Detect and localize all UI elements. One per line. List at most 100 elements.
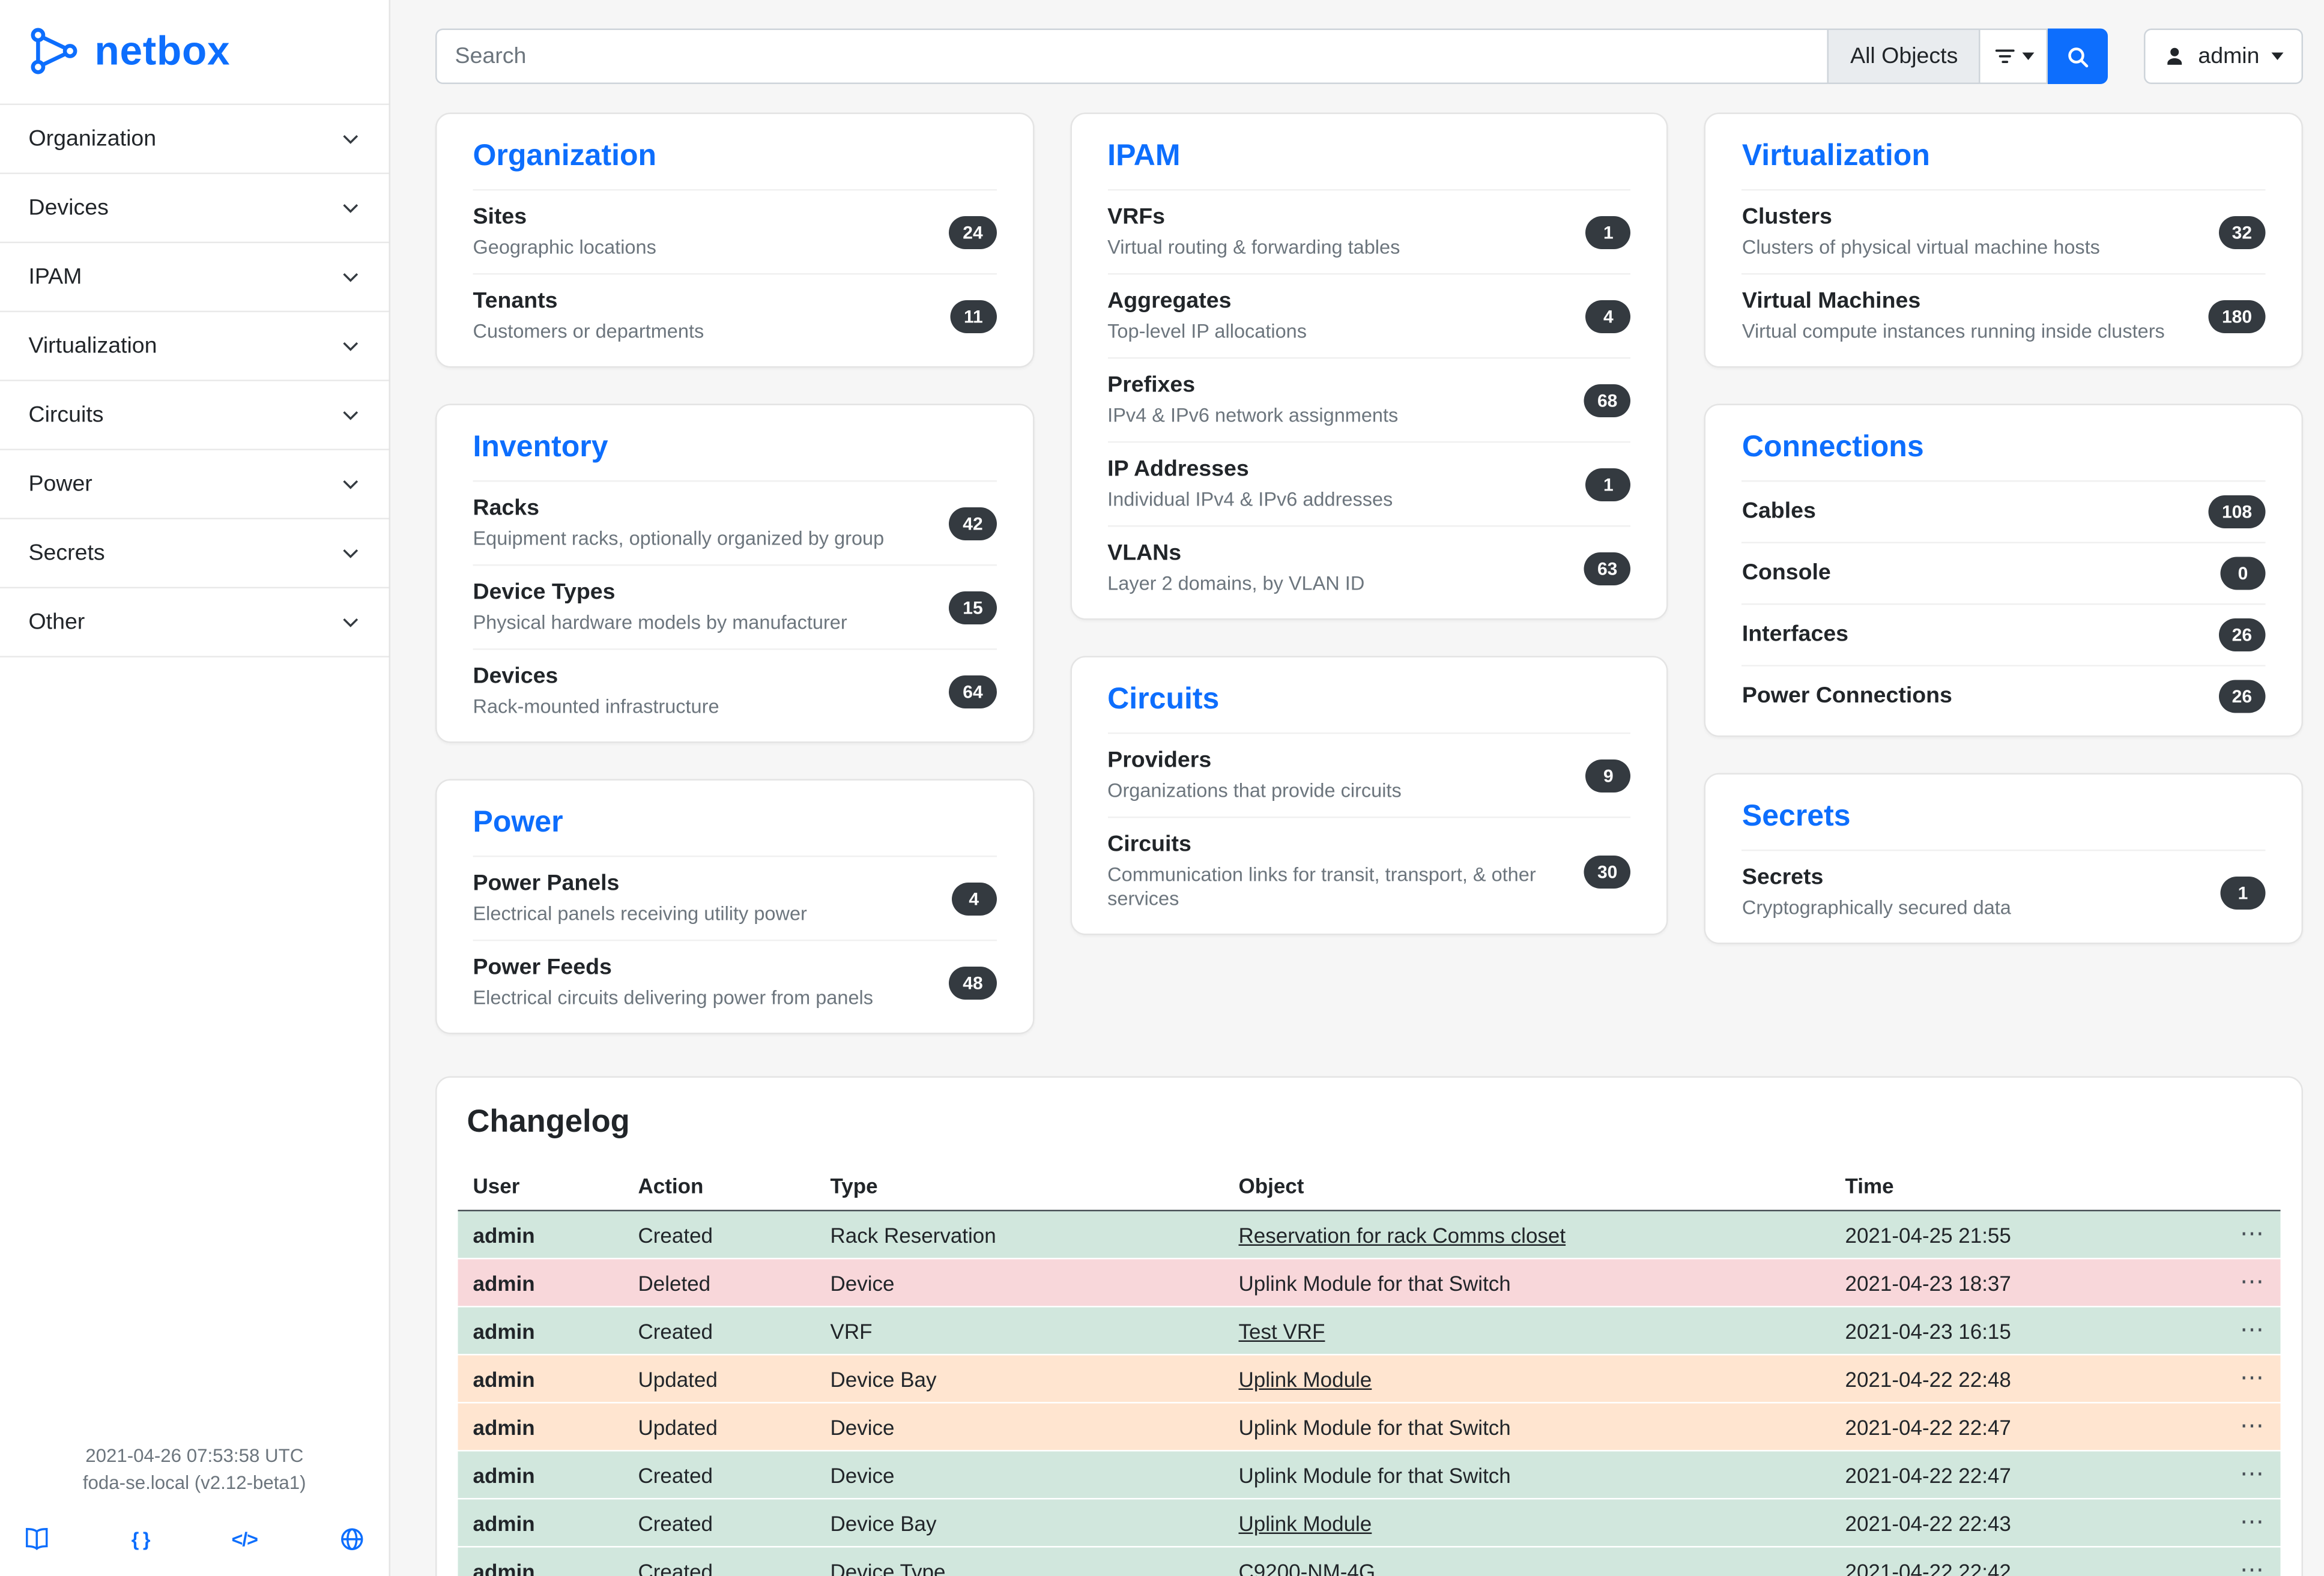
time-cell: 2021-04-22 22:42 [1830,1547,2215,1576]
type-cell: Device Bay [816,1354,1224,1402]
row-actions-button[interactable]: ⋯ [2240,1462,2266,1488]
dashboard-link-device-types[interactable]: Device Types Physical hardware models by… [473,564,997,648]
count-badge: 42 [949,507,996,540]
dashboard-link-clusters[interactable]: Clusters Clusters of physical virtual ma… [1742,189,2266,273]
column-header-type: Type [816,1162,1224,1210]
dashboard-link-racks[interactable]: Racks Equipment racks, optionally organi… [473,480,997,564]
sidebar-item-label: Circuits [29,402,104,428]
sidebar-item-other[interactable]: Other [0,588,389,657]
card-title: Secrets [1742,793,2266,850]
item-description: Equipment racks, optionally organized by… [473,527,885,551]
dashboard-link-vlans[interactable]: VLANs Layer 2 domains, by VLAN ID 63 [1107,525,1631,609]
sidebar-item-ipam[interactable]: IPAM [0,243,389,312]
dashboard-link-sites[interactable]: Sites Geographic locations 24 [473,189,997,273]
changelog-row: admin Created Device Uplink Module for t… [458,1451,2281,1499]
count-badge: 1 [2221,876,2266,909]
item-description: Electrical circuits delivering power fro… [473,986,874,1010]
dashboard-link-interfaces[interactable]: Interfaces 26 [1742,603,2266,665]
filter-button[interactable] [1979,29,2048,85]
object-cell: Uplink Module [1224,1354,1830,1402]
count-badge: 64 [949,675,996,708]
user-menu-button[interactable]: admin [2144,29,2303,85]
item-name: IP Addresses [1107,456,1393,485]
dashboard-card-inventory: Inventory Racks Equipment racks, optiona… [435,404,1034,743]
count-badge: 63 [1584,552,1630,585]
code-icon[interactable]: </> [232,1528,258,1551]
row-actions-button[interactable]: ⋯ [2240,1270,2266,1296]
type-cell: Device [816,1451,1224,1499]
item-name: Prefixes [1107,372,1398,400]
dashboard-link-prefixes[interactable]: Prefixes IPv4 & IPv6 network assignments… [1107,357,1631,441]
footer-timestamp: 2021-04-26 07:53:58 UTC [12,1444,377,1470]
row-actions-button[interactable]: ⋯ [2240,1366,2266,1392]
sidebar-item-secrets[interactable]: Secrets [0,519,389,588]
item-description: Physical hardware models by manufacturer [473,611,847,635]
changelog-title: Changelog [458,1105,2281,1162]
sidebar-item-circuits[interactable]: Circuits [0,381,389,450]
docs-icon[interactable] [24,1527,50,1553]
changelog-row: admin Updated Device Bay Uplink Module 2… [458,1354,2281,1402]
dashboard-link-console[interactable]: Console 0 [1742,542,2266,604]
item-description: Clusters of physical virtual machine hos… [1742,235,2100,260]
object-link[interactable]: C9200-NM-4G [1239,1559,1376,1576]
search-input[interactable] [435,29,1828,85]
dashboard-card-organization: Organization Sites Geographic locations … [435,113,1034,368]
object-link[interactable]: Reservation for rack Comms closet [1239,1222,1566,1246]
dashboard-link-power-connections[interactable]: Power Connections 26 [1742,665,2266,727]
object-link[interactable]: Uplink Module [1239,1511,1372,1535]
object-scope-button[interactable]: All Objects [1828,29,1979,85]
dashboard-link-circuits[interactable]: Circuits Communication links for transit… [1107,817,1631,925]
dashboard-link-devices[interactable]: Devices Rack-mounted infrastructure 64 [473,648,997,732]
community-globe-icon[interactable] [339,1527,365,1553]
sidebar-item-power[interactable]: Power [0,450,389,519]
item-name: Devices [473,663,719,692]
dashboard-link-power-panels[interactable]: Power Panels Electrical panels receiving… [473,856,997,940]
type-cell: Device [816,1402,1224,1451]
row-actions-button[interactable]: ⋯ [2240,1414,2266,1440]
object-cell: C9200-NM-4G [1224,1547,1830,1576]
dashboard-link-vrfs[interactable]: VRFs Virtual routing & forwarding tables… [1107,189,1631,273]
dashboard-link-tenants[interactable]: Tenants Customers or departments 11 [473,273,997,357]
count-badge: 26 [2218,618,2265,651]
main-content: All Objects admin [390,0,2324,1576]
search-submit-button[interactable] [2048,29,2108,85]
filter-funnel-icon [1993,45,2016,68]
changelog-row: admin Created VRF Test VRF 2021-04-23 16… [458,1306,2281,1354]
row-actions-cell: ⋯ [2215,1306,2281,1354]
netbox-logo[interactable]: netbox [0,0,389,104]
dashboard-link-secrets[interactable]: Secrets Cryptographically secured data 1 [1742,850,2266,934]
sidebar-item-organization[interactable]: Organization [0,105,389,174]
row-actions-button[interactable]: ⋯ [2240,1558,2266,1576]
column-header-object: Object [1224,1162,1830,1210]
sidebar-item-label: Virtualization [29,333,157,359]
object-cell: Uplink Module for that Switch [1224,1451,1830,1499]
rest-api-icon[interactable]: { } [132,1528,150,1551]
sidebar-item-virtualization[interactable]: Virtualization [0,312,389,381]
column-header-time: Time [1830,1162,2215,1210]
object-link[interactable]: Uplink Module [1239,1366,1372,1390]
action-cell: Created [623,1499,816,1547]
dashboard-link-virtual-machines[interactable]: Virtual Machines Virtual compute instanc… [1742,273,2266,357]
dashboard-link-cables[interactable]: Cables 108 [1742,480,2266,542]
sidebar-item-label: Organization [29,126,157,152]
row-actions-button[interactable]: ⋯ [2240,1510,2266,1536]
action-cell: Created [623,1210,816,1258]
dashboard-link-aggregates[interactable]: Aggregates Top-level IP allocations 4 [1107,273,1631,357]
time-cell: 2021-04-22 22:43 [1830,1499,2215,1547]
sidebar-item-devices[interactable]: Devices [0,174,389,243]
object-link[interactable]: Test VRF [1239,1318,1325,1342]
chevron-down-icon [341,267,361,287]
row-actions-button[interactable]: ⋯ [2240,1318,2266,1344]
user-cell: admin [458,1499,623,1547]
dashboard-link-providers[interactable]: Providers Organizations that provide cir… [1107,732,1631,817]
count-badge: 180 [2208,300,2265,333]
footer-hostname: foda-se.local (v2.12-beta1) [12,1470,377,1497]
netbox-logo-icon [27,24,81,78]
time-cell: 2021-04-22 22:47 [1830,1451,2215,1499]
row-actions-button[interactable]: ⋯ [2240,1222,2266,1248]
item-description: Layer 2 domains, by VLAN ID [1107,572,1364,596]
dashboard-link-power-feeds[interactable]: Power Feeds Electrical circuits deliveri… [473,940,997,1024]
dashboard-link-ip-addresses[interactable]: IP Addresses Individual IPv4 & IPv6 addr… [1107,441,1631,525]
user-cell: admin [458,1210,623,1258]
